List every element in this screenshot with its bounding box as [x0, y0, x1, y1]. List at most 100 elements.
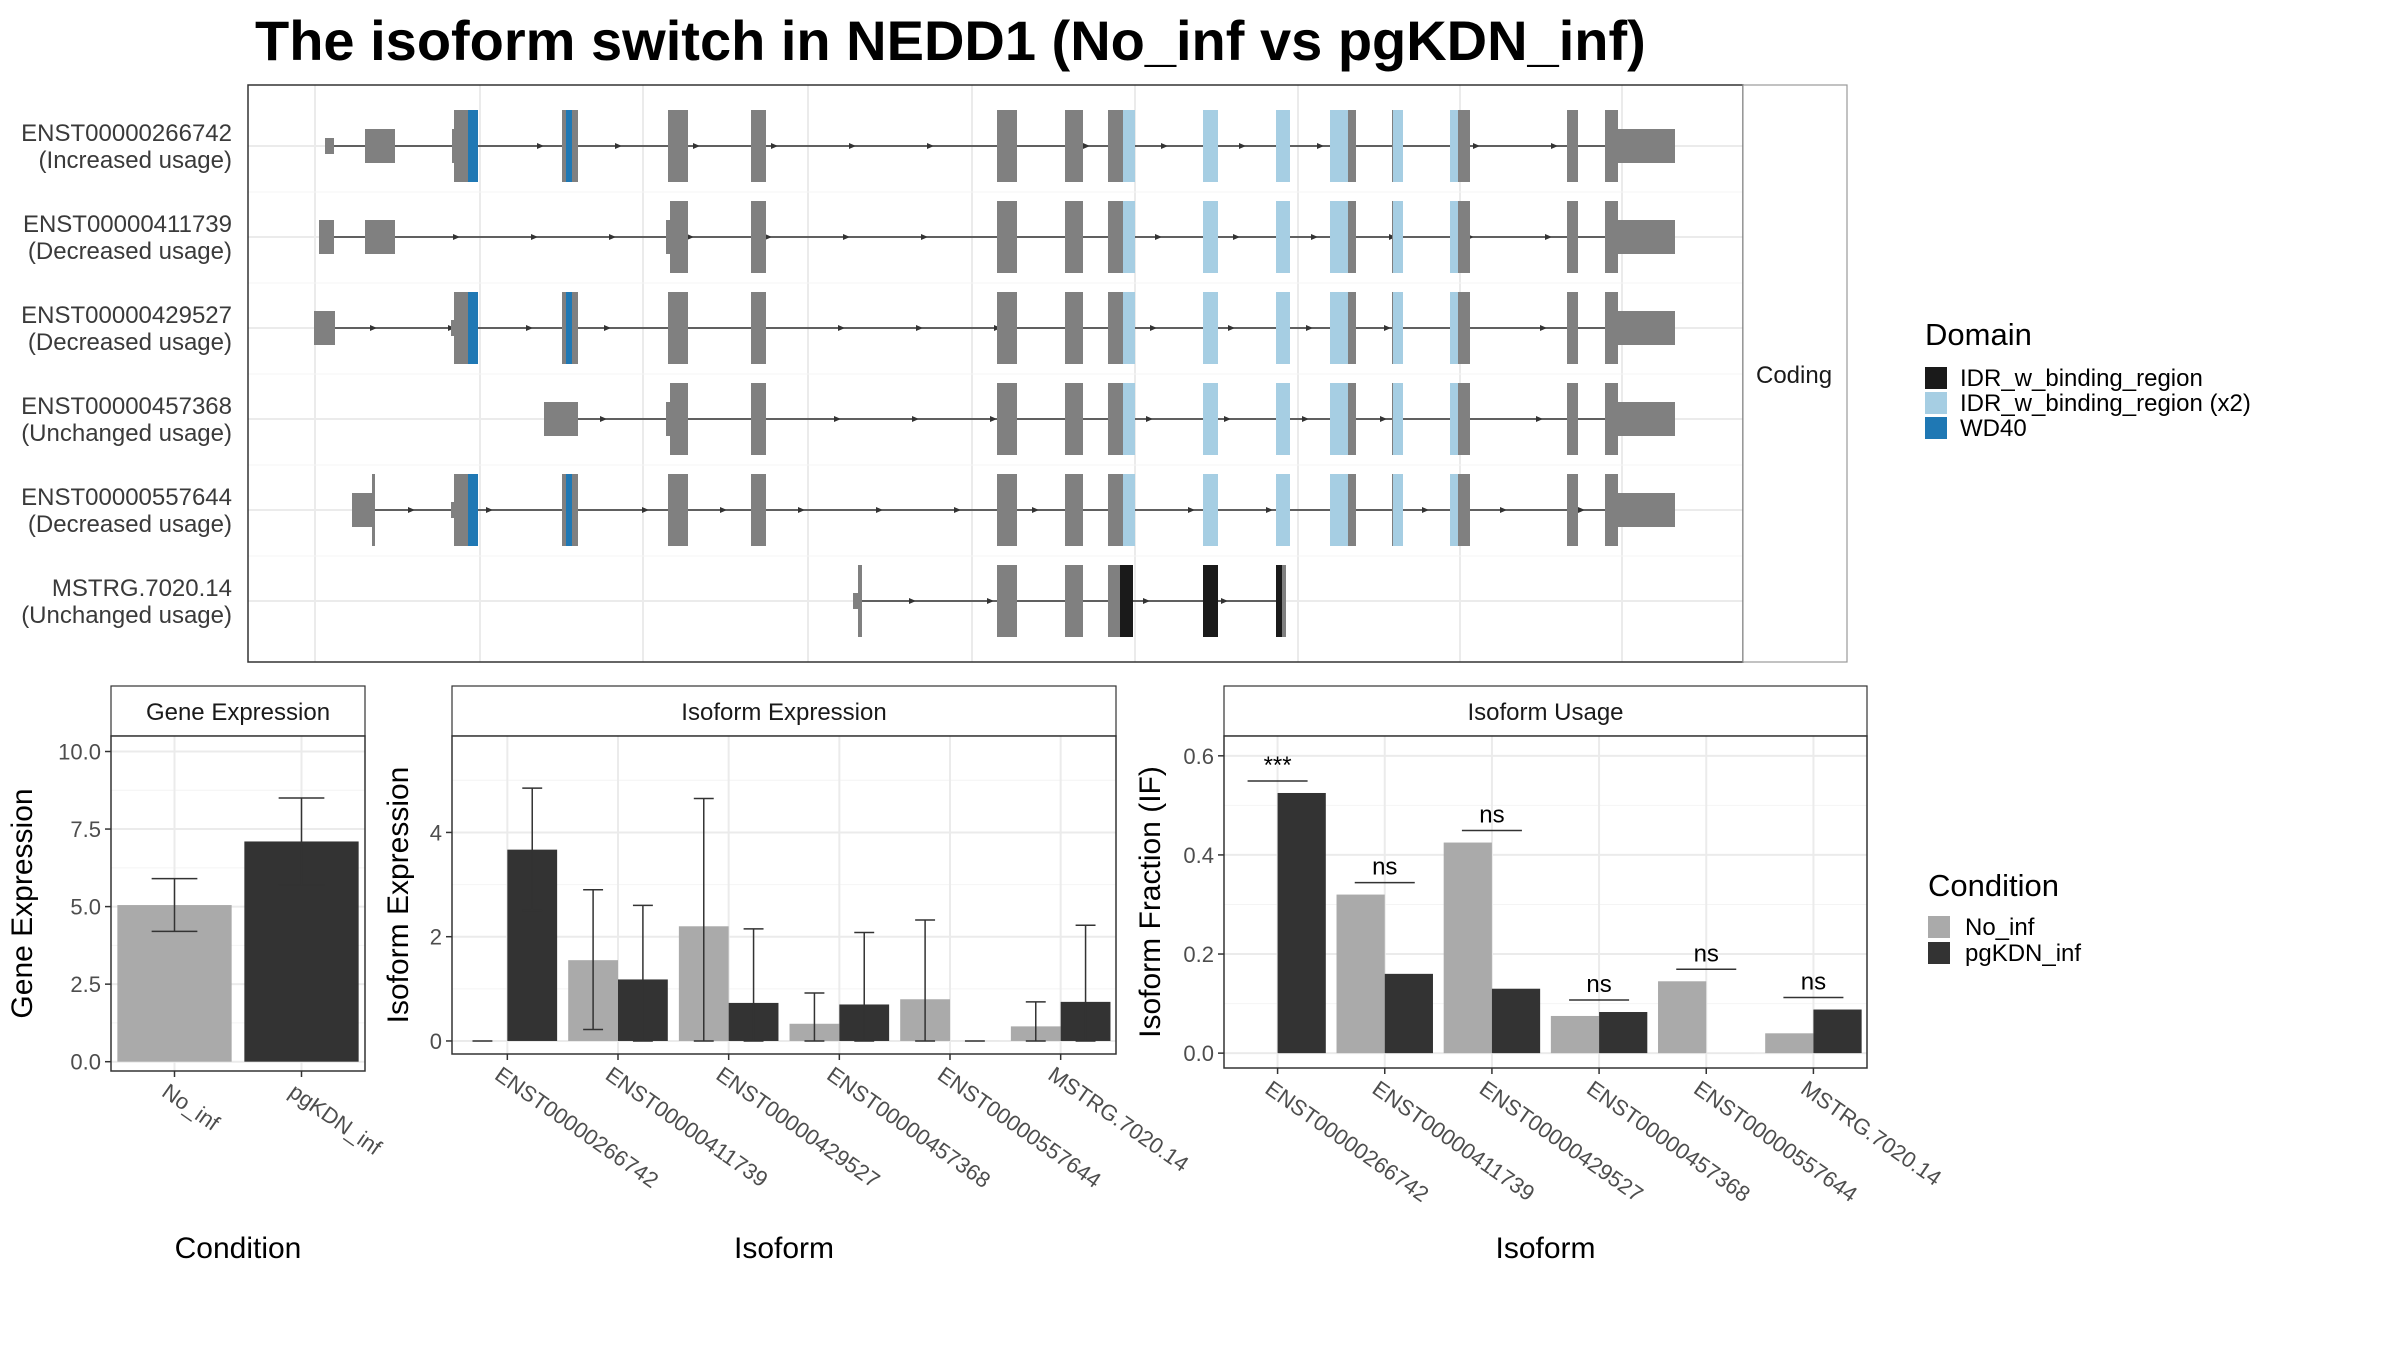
strand-arrow [843, 234, 850, 240]
legend-key-pgkdn-inf [1928, 942, 1950, 964]
exon-block [365, 129, 395, 163]
error-bar [151, 877, 198, 933]
significance-label: ns [1372, 854, 1397, 881]
significance-label: ns [1801, 969, 1826, 996]
error-bar [278, 797, 325, 886]
y-tick-label: 2 [430, 925, 442, 950]
transcript-id-label: ENST00000557644 [21, 484, 232, 511]
domain-block [1393, 110, 1403, 182]
exon-block [1348, 383, 1356, 455]
error-bar [743, 928, 764, 1042]
x-axis-title: Isoform [1495, 1232, 1595, 1265]
x-tick-label: No_inf [158, 1079, 225, 1136]
exon-block [751, 201, 766, 273]
strand-arrow [537, 143, 544, 149]
domain-block [1203, 474, 1218, 546]
strand-arrow [1221, 598, 1228, 604]
exon-block [997, 474, 1017, 546]
significance-label: ns [1586, 971, 1611, 998]
exon-block [670, 383, 688, 455]
strand-arrow [693, 143, 700, 149]
transcript-id-label: MSTRG.7020.14 [52, 575, 232, 602]
transcript-usage-label: (Decreased usage) [28, 511, 232, 538]
exon-block [751, 110, 766, 182]
bar [1813, 1009, 1862, 1054]
strand-arrow [849, 143, 856, 149]
exon-block [1567, 201, 1578, 273]
transcript-id-label: ENST00000457368 [21, 393, 232, 420]
exon-block [1618, 129, 1675, 163]
exon-block [1108, 201, 1123, 273]
bar [1658, 981, 1707, 1054]
y-tick-label: 4 [430, 820, 442, 845]
y-axis-title: Isoform Expression [382, 767, 415, 1024]
transcript-usage-label: (Unchanged usage) [21, 420, 232, 447]
domain-block [468, 292, 478, 364]
transcript-usage-label: (Decreased usage) [28, 238, 232, 265]
exon-block [1065, 292, 1083, 364]
exon-block [365, 220, 395, 254]
exon-block [1605, 474, 1618, 546]
bar [1443, 842, 1492, 1054]
transcript-usage-label: (Increased usage) [39, 147, 232, 174]
bar [1550, 1015, 1600, 1054]
domain-block [1450, 383, 1458, 455]
bar [1336, 894, 1385, 1054]
domain-block [1203, 292, 1218, 364]
y-tick-label: 7.5 [70, 817, 101, 842]
strand-arrow [876, 507, 883, 513]
strand-arrow [526, 325, 533, 331]
domain-block [1276, 565, 1282, 637]
error-bar [915, 919, 936, 1042]
strand-arrow [954, 507, 961, 513]
exon-block [314, 311, 335, 345]
significance-label: ns [1694, 940, 1719, 967]
exon-block [562, 474, 566, 546]
exon-block [1458, 383, 1470, 455]
domain-block [1120, 565, 1133, 637]
y-tick-label: 0.6 [1183, 744, 1214, 769]
domain-block [1123, 110, 1135, 182]
exon-block [572, 292, 578, 364]
legend-label-idr-x2: IDR_w_binding_region (x2) [1960, 390, 2251, 417]
exon-block [666, 402, 670, 436]
exon-block [452, 129, 455, 163]
strand-arrow [1540, 325, 1547, 331]
exon-block [572, 474, 578, 546]
domain-block [1393, 474, 1403, 546]
strand-arrow [453, 234, 460, 240]
strand-arrow [1233, 234, 1240, 240]
legend-label-wd40: WD40 [1960, 415, 2027, 442]
error-bar [693, 797, 714, 1042]
strand-arrow [765, 234, 772, 240]
strand-arrow [1228, 325, 1235, 331]
domain-block [1393, 383, 1403, 455]
significance-label: ns [1479, 802, 1504, 829]
strand-arrow [1155, 234, 1162, 240]
strip-label: Isoform Expression [681, 699, 886, 726]
coding-strip-label: Coding [1756, 362, 1832, 389]
exon-block [1605, 110, 1618, 182]
domain-block [468, 110, 478, 182]
condition-legend: Condition No_inf pgKDN_inf [1928, 868, 2081, 967]
exon-block [1458, 201, 1470, 273]
exon-block [1567, 110, 1578, 182]
error-bar [854, 931, 875, 1042]
domain-block [468, 474, 478, 546]
strand-arrow [1150, 325, 1157, 331]
plot-border [1223, 735, 1868, 1069]
strip-box [110, 685, 366, 737]
strand-arrow [1146, 416, 1153, 422]
isoform-usage-panel: Isoform Usage***nsnsnsnsns0.00.20.40.6EN… [1134, 685, 1946, 1265]
exon-block [997, 201, 1017, 273]
domain-block [1276, 474, 1290, 546]
exon-block [1065, 110, 1083, 182]
strand-arrow [1500, 507, 1507, 513]
domain-block [1203, 565, 1218, 637]
exon-block [1065, 474, 1083, 546]
strand-arrow [909, 598, 916, 604]
gene-expression-panel: Gene Expression 0.0 2.5 5.0 7.5 10.0 No_inf pgK… [6, 685, 387, 1265]
strand-arrow [1224, 416, 1231, 422]
domain-block [1203, 383, 1218, 455]
strand-arrow [615, 143, 622, 149]
